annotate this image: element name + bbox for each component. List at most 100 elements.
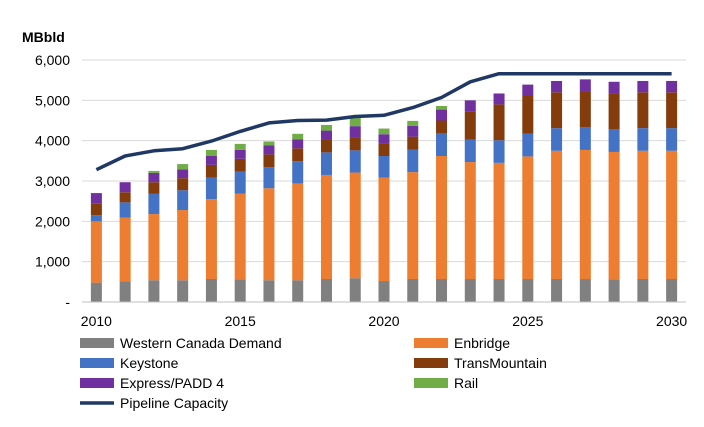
bar-segment (464, 100, 476, 112)
bar-segment (349, 126, 361, 138)
y-tick-label: 3,000 (35, 173, 70, 189)
bar-segment (119, 217, 131, 282)
bar-segment (263, 154, 275, 168)
legend: Western Canada Demand Enbridge Keystone Tra… (80, 335, 547, 411)
legend-label: Enbridge (454, 335, 510, 351)
legend-swatch (80, 358, 114, 368)
bar-segment (263, 141, 275, 146)
bar-segment (407, 120, 419, 126)
legend-swatch (414, 338, 448, 348)
bar-segment (522, 156, 534, 280)
y-tick-label: - (65, 294, 70, 310)
bar-segment (148, 193, 160, 215)
bar-segment (551, 80, 563, 93)
pipeline-capacity-line (95, 71, 672, 172)
bar-segment (349, 137, 361, 151)
bar-segment (493, 162, 505, 280)
y-tick-label: 5,000 (35, 92, 70, 108)
bar-segment (148, 182, 160, 194)
y-tick-label: 1,000 (35, 254, 70, 270)
bar-segment (90, 221, 102, 283)
bar-segment (436, 105, 448, 110)
bars (90, 79, 678, 302)
bar-segment (464, 162, 476, 280)
x-tick-label: 2015 (225, 313, 256, 329)
bar-segment (407, 172, 419, 280)
legend-label: Western Canada Demand (120, 335, 282, 351)
y-tick-label: 4,000 (35, 133, 70, 149)
x-tick-label: 2030 (656, 313, 687, 329)
legend-label: TransMountain (454, 355, 547, 371)
bar-segment (263, 280, 275, 302)
bar-segment (320, 130, 332, 140)
bar-segment (464, 279, 476, 302)
bar-segment (292, 161, 304, 184)
x-tick-label: 2010 (81, 313, 112, 329)
bar-segment (637, 279, 649, 302)
bar-segment (608, 81, 620, 94)
bar-segment (493, 279, 505, 302)
x-axis-tick-labels: 2010 2015 2020 2025 2030 (81, 313, 688, 329)
bar-segment (148, 172, 160, 183)
bar-segment (378, 134, 390, 144)
bar-segment (148, 214, 160, 281)
bar-segment (522, 133, 534, 157)
bar-segment (579, 91, 591, 128)
bar-segment (234, 158, 246, 172)
bar-segment (378, 128, 390, 135)
y-tick-label: 2,000 (35, 213, 70, 229)
bar-segment (608, 129, 620, 152)
bar-segment (177, 164, 189, 170)
bar-segment (148, 170, 160, 173)
legend-label: Pipeline Capacity (120, 395, 228, 411)
bar-segment (292, 183, 304, 281)
bar-segment (90, 203, 102, 216)
bar-segment (608, 279, 620, 302)
bar-segment (177, 280, 189, 302)
bar-segment (263, 188, 275, 281)
y-axis-tick-labels: - 1,000 2,000 3,000 4,000 5,000 6,000 (35, 52, 70, 310)
bar-segment (234, 193, 246, 280)
bar-segment (407, 136, 419, 150)
bar-segment (436, 120, 448, 134)
bar-segment (378, 143, 390, 156)
bar-segment (551, 150, 563, 280)
bar-segment (320, 139, 332, 153)
x-tick-label: 2020 (368, 313, 399, 329)
bar-segment (177, 178, 189, 191)
bar-segment (148, 280, 160, 302)
bar-segment (637, 128, 649, 151)
bar-segment (637, 92, 649, 129)
bar-segment (579, 79, 591, 92)
bar-segment (119, 182, 131, 193)
bar-segment (234, 171, 246, 194)
legend-label: Rail (454, 375, 478, 391)
bar-segment (119, 202, 131, 218)
bar-segment (579, 149, 591, 280)
legend-label: Keystone (120, 355, 179, 371)
bar-segment (608, 93, 620, 130)
bar-segment (407, 279, 419, 302)
bar-segment (637, 150, 649, 280)
bar-segment (205, 177, 217, 200)
bar-segment (292, 148, 304, 162)
bar-segment (205, 149, 217, 156)
bar-segment (320, 174, 332, 280)
bar-segment (349, 172, 361, 279)
x-tick-label: 2025 (512, 313, 543, 329)
bar-segment (349, 278, 361, 302)
bar-segment (119, 192, 131, 203)
bar-segment (522, 95, 534, 134)
bar-segment (464, 139, 476, 163)
legend-swatch (414, 358, 448, 368)
bar-segment (349, 150, 361, 173)
bar-segment (407, 149, 419, 173)
bar-segment (234, 149, 246, 159)
legend-swatch (414, 378, 448, 388)
bar-segment (666, 150, 678, 280)
bar-segment (464, 111, 476, 140)
bar-segment (493, 140, 505, 163)
bar-segment (522, 84, 534, 96)
bar-segment (436, 155, 448, 280)
